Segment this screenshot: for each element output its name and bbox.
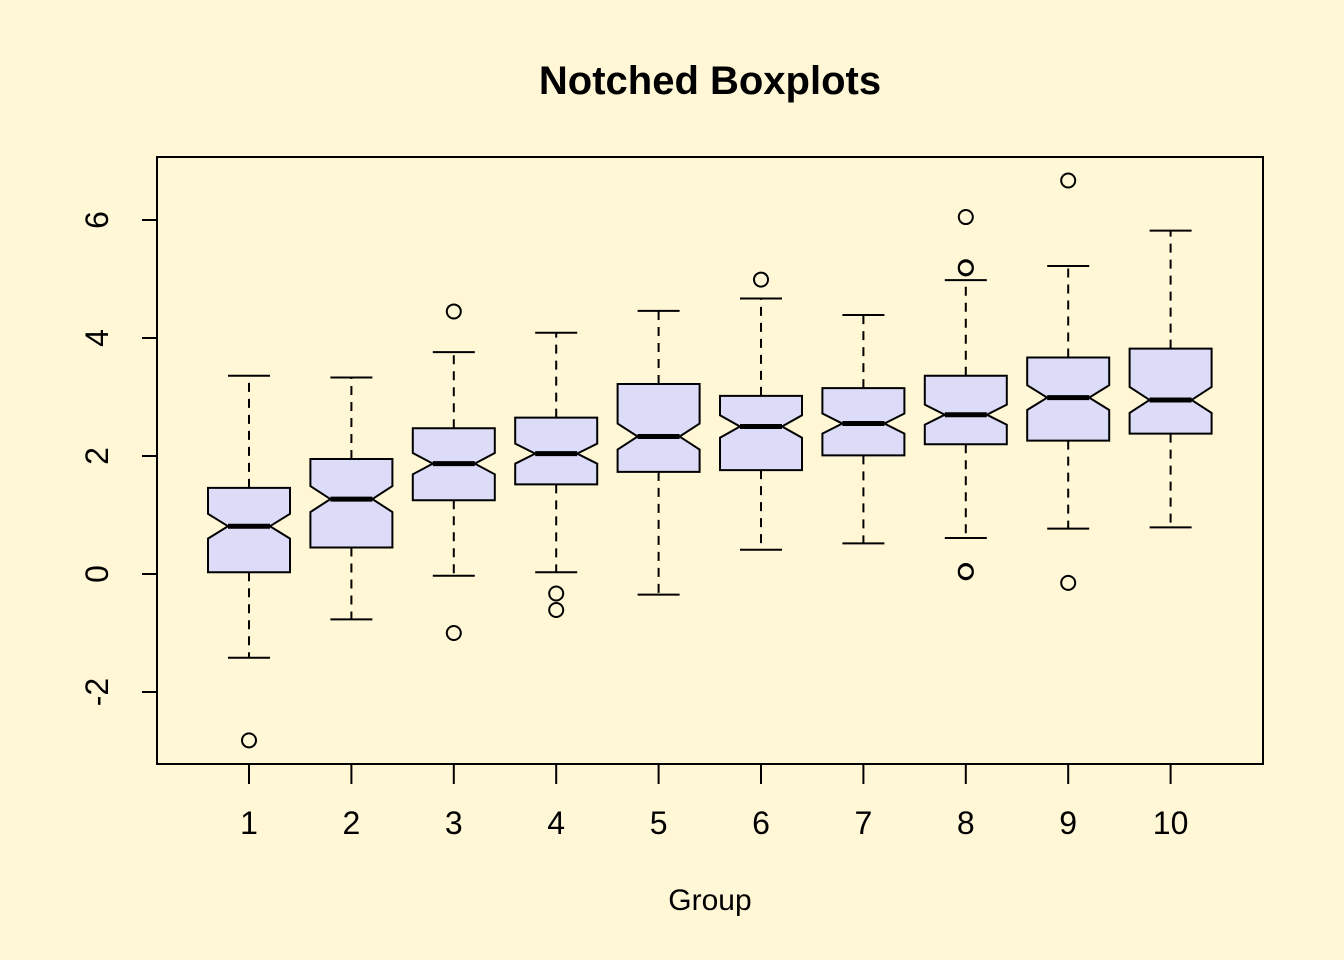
notched-box [923,374,1008,446]
y-tick-label: -2 [79,678,115,706]
outlier-point [445,625,462,641]
outlier-point [548,585,565,602]
x-axis-label: Group [668,884,751,917]
x-tick-label: 5 [650,805,668,841]
chart-title: Notched Boxplots [539,59,881,103]
x-tick-label: 9 [1059,805,1077,841]
box-group-2 [309,376,394,621]
box-group-7 [821,313,906,545]
box-group-10 [1128,229,1213,529]
outlier-point [1060,574,1077,591]
outlier-point [957,259,974,276]
x-axis: 1 2 3 4 5 6 7 8 9 10 [240,764,1188,841]
outlier-point [548,601,565,618]
notched-box [616,383,701,473]
x-tick-label: 8 [957,805,975,841]
notched-box [514,416,599,486]
x-tick-label: 7 [855,805,873,841]
box-group-9 [1026,172,1111,591]
x-tick-label: 10 [1153,805,1189,841]
notched-box [719,394,803,472]
outlier-point [241,732,257,749]
outlier-point [957,209,974,226]
notched-box [309,457,394,549]
y-tick-label: 2 [79,447,115,465]
x-tick-label: 4 [547,805,565,841]
y-axis: -2 0 2 4 6 [79,211,157,706]
box-series [207,172,1213,749]
box-group-5 [616,309,701,596]
x-tick-label: 2 [343,805,361,841]
outlier-point [1060,172,1077,189]
x-tick-label: 1 [240,805,258,841]
box-group-8 [923,209,1008,581]
box-group-4 [514,331,599,618]
box-group-6 [719,271,803,551]
outlier-point [445,303,462,320]
y-tick-label: 6 [79,211,115,229]
notched-box [207,486,291,574]
x-tick-label: 3 [445,805,463,841]
y-tick-label: 0 [79,565,115,583]
x-tick-label: 6 [752,805,770,841]
notched-box [1128,347,1213,435]
box-group-3 [411,303,496,641]
plot-frame [156,156,1264,765]
y-tick-label: 4 [79,329,115,347]
outlier-point [753,271,769,288]
box-group-1 [207,374,291,749]
outlier-point [957,563,974,580]
